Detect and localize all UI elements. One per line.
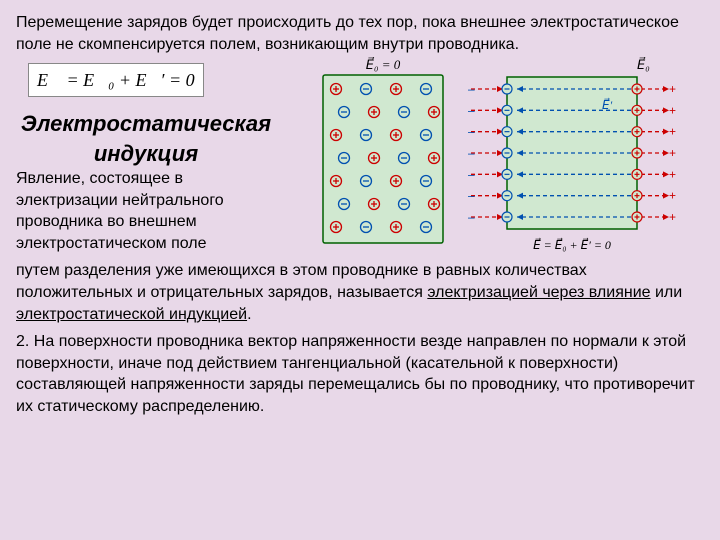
svg-text:–: – [468,146,475,160]
def-underline-2: электростатической индукцией [16,306,247,323]
svg-text:–: – [468,82,475,96]
svg-text:–: – [468,210,475,224]
svg-text:+: + [669,189,676,203]
definition-part-a: Явление, состоящее в электризации нейтра… [16,168,276,254]
svg-text:E⃗₀: E⃗₀ [637,57,650,72]
heading-line2: индукция [16,141,276,166]
svg-text:–: – [468,189,475,203]
svg-text:E⃗′: E⃗′ [602,97,613,112]
def-text-end: . [247,306,251,323]
svg-text:+: + [669,82,676,96]
figure-conductor-no-field: E⃗₀ = 0 [313,57,453,247]
svg-text:+: + [669,125,676,139]
svg-text:–: – [468,125,475,139]
svg-text:+: + [669,210,676,224]
intro-paragraph: Перемещение зарядов будет происходить до… [16,12,704,55]
svg-text:+: + [669,104,676,118]
definition-part-b: путем разделения уже имеющихся в этом пр… [16,260,704,325]
svg-text:E⃗ = E⃗₀ + E⃗′ = 0: E⃗ = E⃗₀ + E⃗′ = 0 [533,237,611,252]
point-2-paragraph: 2. На поверхности проводника вектор напр… [16,331,704,417]
svg-text:E⃗₀ = 0: E⃗₀ = 0 [366,57,401,72]
figure-conductor-in-field: E⃗₀ – + – + – + – + – + – + – + E⃗′ E⃗ = E⃗₀ + E⃗′ = 0 [467,57,677,257]
def-underline-1: электризацией через влияние [427,284,650,301]
formula-box: E⃗ = E⃗₀ + E⃗′ = 0 [28,63,204,97]
heading-line1: Электростатическая [16,111,276,136]
svg-text:+: + [669,146,676,160]
svg-text:+: + [669,168,676,182]
def-text-mid: или [651,284,683,301]
svg-text:–: – [468,168,475,182]
svg-text:–: – [468,104,475,118]
